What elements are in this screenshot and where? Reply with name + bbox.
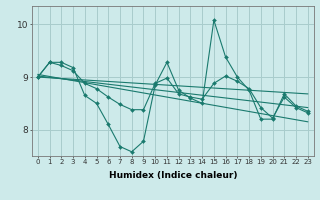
X-axis label: Humidex (Indice chaleur): Humidex (Indice chaleur) [108, 171, 237, 180]
